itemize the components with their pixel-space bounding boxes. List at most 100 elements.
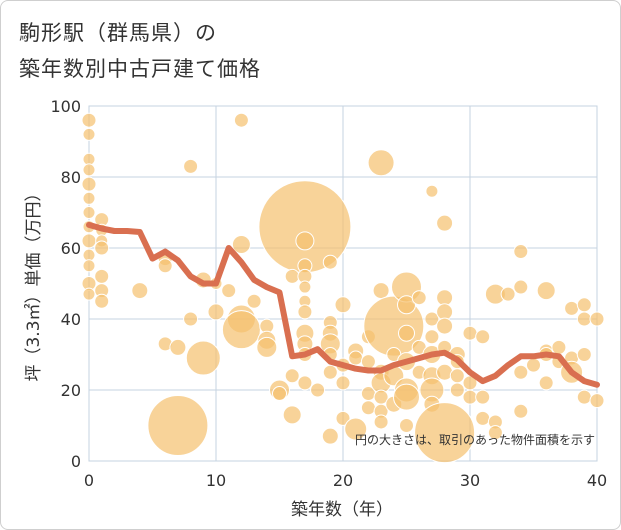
- axis-ticks: 0 20 40 60 80 100 0 10 20 30 40: [50, 97, 607, 490]
- bubble-point: [81, 176, 97, 192]
- bubble-point: [462, 325, 478, 341]
- bubble-point: [397, 295, 416, 315]
- bubble-point: [335, 410, 351, 426]
- bubble-point: [436, 289, 454, 307]
- bubble-point: [94, 293, 110, 309]
- bubble-point: [82, 259, 96, 273]
- bubble-point: [513, 279, 529, 295]
- bubble-point: [233, 112, 249, 128]
- bubble-point: [310, 382, 326, 398]
- bubble-point: [282, 405, 302, 425]
- bubble-point: [475, 410, 491, 426]
- bubble-point: [295, 231, 315, 251]
- bubble-size-note: 円の大きさは、取引のあった物件面積を示す: [355, 432, 595, 447]
- y-tick-label: 60: [61, 239, 81, 258]
- bubble-point: [564, 300, 580, 316]
- bubble-point: [414, 402, 476, 464]
- bubble-point: [131, 282, 149, 300]
- bubble-point: [246, 293, 262, 309]
- bubble-point: [82, 127, 96, 141]
- bubble-point: [576, 297, 592, 313]
- bubble-point: [334, 296, 352, 314]
- bubble-point: [360, 400, 376, 416]
- bubble-point: [576, 347, 592, 362]
- bubble-point: [589, 311, 605, 327]
- bubble-point: [393, 383, 420, 411]
- bubble-point: [436, 317, 454, 335]
- bubble-point: [449, 368, 465, 384]
- bubble-point: [298, 280, 312, 294]
- bubble-point: [576, 389, 592, 405]
- bubble-point: [462, 389, 478, 405]
- bubble-point: [94, 268, 110, 284]
- bubble-point: [398, 324, 415, 342]
- bubble-point: [367, 149, 395, 177]
- bubble-point: [207, 303, 225, 321]
- bubble-point: [475, 389, 491, 405]
- bubble-point: [424, 311, 440, 327]
- bubble-point: [82, 206, 96, 219]
- bubble-point: [576, 311, 592, 327]
- bubble-point: [81, 233, 97, 249]
- bubble-point: [373, 414, 389, 430]
- bubble-point: [538, 375, 554, 391]
- bubble-point: [348, 350, 364, 366]
- bubble-point: [424, 329, 440, 345]
- bubble-point: [183, 158, 199, 174]
- average-price-line: [86, 221, 600, 388]
- bubble-point: [284, 368, 300, 384]
- bubble-point: [221, 283, 237, 299]
- bubble-point: [513, 403, 529, 419]
- y-tick-label: 80: [61, 168, 81, 187]
- y-tick-label: 0: [71, 452, 81, 471]
- bubble-point: [82, 287, 96, 301]
- bubble-point: [513, 364, 529, 380]
- x-tick-label: 20: [333, 471, 353, 490]
- bubble-point: [526, 357, 541, 373]
- bubble-point: [589, 393, 605, 409]
- bubble-point: [475, 329, 491, 345]
- x-tick-label: 0: [84, 471, 94, 490]
- bubble-point: [94, 240, 110, 256]
- bubble-point: [231, 234, 251, 254]
- bubble-point: [321, 427, 339, 445]
- x-tick-label: 40: [587, 471, 607, 490]
- chart-title-line-2: 築年数別中古戸建て価格: [19, 57, 261, 81]
- bubble-point: [372, 282, 390, 300]
- bubble-point: [411, 290, 427, 306]
- bubble-point: [436, 214, 454, 232]
- bubble-point: [551, 339, 567, 355]
- bubble-point: [297, 375, 313, 391]
- bubble-point: [297, 304, 313, 320]
- bubble-point: [147, 395, 209, 456]
- bubble-point: [513, 244, 529, 260]
- bubble-point: [360, 354, 376, 370]
- bubble-point: [256, 336, 278, 358]
- bubble-point: [536, 281, 556, 301]
- bubble-point: [322, 254, 338, 270]
- bubble-point: [169, 338, 187, 356]
- x-tick-label: 30: [460, 471, 480, 490]
- bubble-point: [82, 191, 96, 205]
- bubble-point: [185, 340, 221, 376]
- bubble-point: [344, 417, 368, 441]
- bubble-point: [425, 184, 439, 198]
- bubble-point: [487, 425, 503, 441]
- bubble-point: [272, 386, 287, 402]
- bubble-point: [221, 310, 261, 350]
- bubble-point: [82, 163, 96, 177]
- x-tick-label: 10: [206, 471, 226, 490]
- bubble-point: [500, 286, 516, 302]
- bubble-point: [157, 258, 173, 274]
- y-tick-label: 20: [61, 381, 81, 400]
- y-axis-label: 坪（3.3㎡）単価（万円）: [24, 184, 44, 381]
- y-tick-label: 100: [50, 97, 81, 116]
- bubble-point: [81, 112, 97, 128]
- bubble-point: [335, 375, 351, 391]
- bubble-point: [399, 418, 414, 433]
- bubble-point: [322, 364, 338, 380]
- bubble-point: [436, 303, 454, 321]
- y-tick-label: 40: [61, 310, 81, 329]
